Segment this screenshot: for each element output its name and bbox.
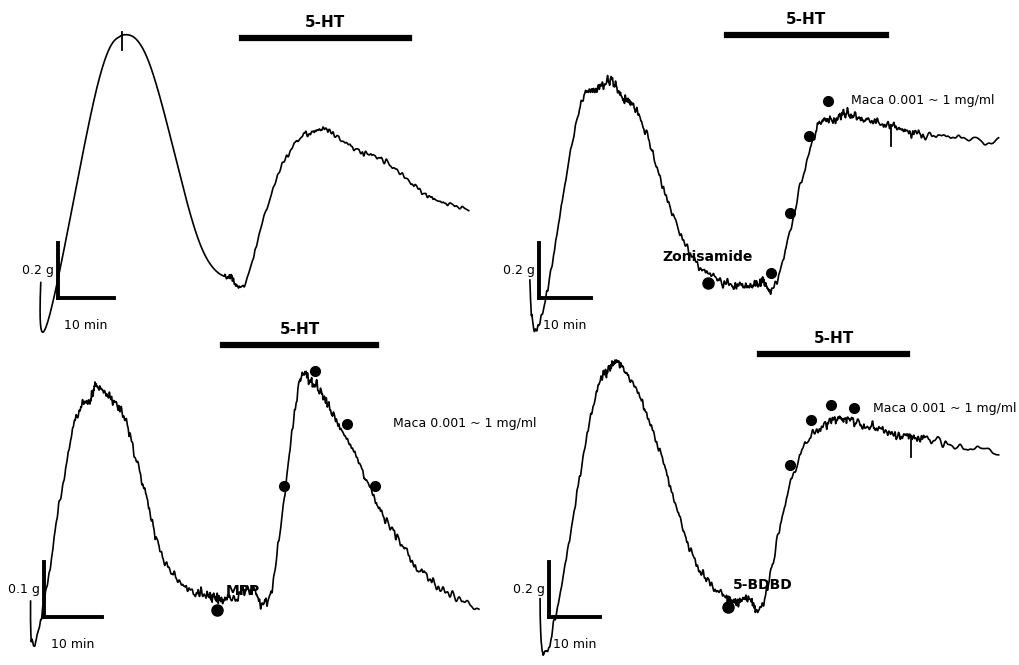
Text: 5-HT: 5-HT: [279, 322, 320, 337]
Text: Zonisamide: Zonisamide: [662, 251, 753, 265]
Text: 5-HT: 5-HT: [813, 331, 854, 346]
Text: Maca 0.001 ~ 1 mg/ml: Maca 0.001 ~ 1 mg/ml: [851, 94, 995, 107]
Text: 5-HT: 5-HT: [306, 15, 345, 30]
Text: 0.2 g: 0.2 g: [513, 583, 545, 596]
Text: 0.1 g: 0.1 g: [8, 583, 40, 596]
Text: MPP: MPP: [225, 584, 260, 598]
Text: 5-BDBD: 5-BDBD: [733, 578, 793, 592]
Text: 0.2 g: 0.2 g: [21, 264, 54, 277]
Text: 0.2 g: 0.2 g: [502, 264, 535, 277]
Text: 10 min: 10 min: [52, 638, 95, 652]
Text: Maca 0.001 ~ 1 mg/ml: Maca 0.001 ~ 1 mg/ml: [393, 417, 536, 430]
Text: Maca 0.001 ~ 1 mg/ml: Maca 0.001 ~ 1 mg/ml: [872, 402, 1016, 414]
Text: 10 min: 10 min: [552, 638, 596, 652]
Text: 5-HT: 5-HT: [787, 12, 826, 27]
Text: 10 min: 10 min: [64, 319, 107, 332]
Text: 10 min: 10 min: [543, 319, 587, 332]
